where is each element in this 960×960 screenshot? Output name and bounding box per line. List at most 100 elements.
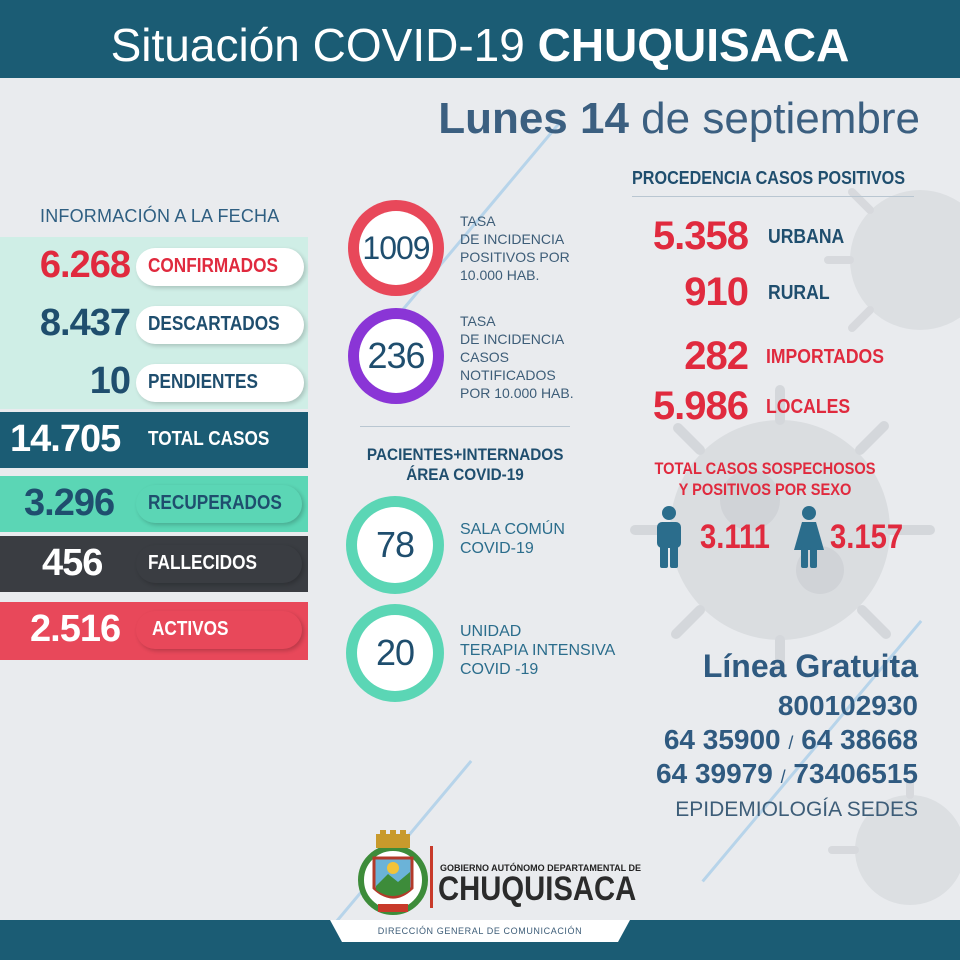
- logo-divider: [430, 846, 433, 908]
- divider: [632, 196, 914, 197]
- confirmados-value: 6.268: [39, 244, 131, 286]
- linea-gratuita-title: Línea Gratuita: [702, 648, 918, 684]
- uti-ring: 20: [346, 604, 444, 702]
- info-heading: INFORMACIÓN A LA FECHA: [40, 206, 280, 226]
- heading-line: PACIENTES+INTERNADOS: [366, 445, 564, 464]
- stat-recuperados: 3.296 RECUPERADOS: [0, 476, 308, 532]
- procedencia-rural: 910 RURAL: [600, 270, 920, 316]
- phone-separator: /: [780, 767, 786, 787]
- stat-total: 14.705 TOTAL CASOS: [0, 412, 308, 468]
- text-line: POR 10.000 HAB.: [460, 385, 574, 401]
- text-line: TERAPIA INTENSIVA: [460, 642, 616, 659]
- importados-label: IMPORTADOS: [766, 346, 884, 368]
- text-line: DE INCIDENCIA: [460, 331, 565, 347]
- phone-line-2: 64 35900 / 64 38668: [664, 724, 918, 756]
- stat-confirmados: 6.268 CONFIRMADOS: [0, 244, 308, 294]
- title-region: CHUQUISACA: [537, 19, 850, 71]
- tasa-notificados-text: TASA DE INCIDENCIA CASOS NOTIFICADOS POR…: [460, 312, 574, 402]
- descartados-label: DESCARTADOS: [148, 313, 280, 335]
- text-line: TASA: [460, 313, 496, 329]
- text-line: UNIDAD: [460, 623, 522, 640]
- label-pill: [136, 248, 304, 286]
- label-pill: [136, 611, 302, 649]
- virus-illustration: [630, 385, 935, 677]
- importados-value: 282: [684, 334, 749, 378]
- recuperados-label: RECUPERADOS: [148, 492, 282, 514]
- confirmados-label: CONFIRMADOS: [148, 255, 278, 277]
- pendientes-value: 10: [89, 360, 131, 402]
- rural-value: 910: [684, 270, 749, 314]
- procedencia-locales: 5.986 LOCALES: [600, 384, 920, 430]
- stat-fallecidos: 456 FALLECIDOS: [0, 536, 308, 592]
- hombres-count: 3.111: [700, 518, 770, 556]
- phone-number: 64 38668: [801, 724, 918, 755]
- uti-text: UNIDAD TERAPIA INTENSIVA COVID -19: [460, 622, 615, 679]
- text-line: 10.000 HAB.: [460, 267, 540, 283]
- coat-of-arms-logo: [358, 830, 428, 915]
- tasa-positivos-text: TASA DE INCIDENCIA POSITIVOS POR 10.000 …: [460, 212, 570, 284]
- stat-pendientes: 10 PENDIENTES: [0, 360, 308, 410]
- female-icon: [794, 506, 824, 568]
- phone-line-3: 64 39979 / 73406515: [656, 758, 918, 790]
- procedencia-importados: 282 IMPORTADOS: [600, 334, 920, 380]
- sala-comun-value: 78: [357, 507, 433, 583]
- direccion-label: DIRECCIÓN GENERAL DE COMUNICACIÓN: [377, 926, 583, 936]
- tasa-notificados-ring: 236: [348, 308, 444, 404]
- rural-label: RURAL: [768, 282, 830, 304]
- tasa-notificados-value: 236: [359, 319, 433, 393]
- chuquisaca-wordmark: CHUQUISACA: [438, 870, 637, 908]
- phone-toll-free: 800102930: [777, 690, 918, 721]
- heading-line: ÁREA COVID-19: [406, 465, 524, 484]
- urbana-label: URBANA: [768, 226, 845, 248]
- text-line: POSITIVOS POR: [460, 249, 570, 265]
- gobierno-label: GOBIERNO AUTÓNOMO DEPARTAMENTAL DE: [440, 863, 641, 873]
- divider: [360, 426, 570, 427]
- procedencia-heading: PROCEDENCIA CASOS POSITIVOS: [632, 168, 906, 188]
- sexo-heading: TOTAL CASOS SOSPECHOSOS Y POSITIVOS POR …: [623, 458, 907, 500]
- activos-label: ACTIVOS: [152, 618, 229, 640]
- phone-number: 64 39979: [656, 758, 773, 789]
- male-icon: [657, 506, 681, 568]
- text-line: SALA COMÚN: [460, 521, 565, 538]
- footer-tab: [330, 920, 630, 942]
- label-pill: [136, 545, 302, 583]
- descartados-value: 8.437: [39, 302, 131, 344]
- procedencia-urbana: 5.358 URBANA: [600, 214, 920, 260]
- phone-separator: /: [788, 733, 794, 753]
- label-pill: [136, 485, 302, 523]
- mujeres-count: 3.157: [830, 518, 904, 556]
- text-line: NOTIFICADOS: [460, 367, 556, 383]
- tasa-positivos-ring: 1009: [348, 200, 444, 296]
- text-line: COVID-19: [460, 540, 534, 557]
- virus-illustration: [824, 188, 960, 332]
- virus-illustration: [828, 780, 960, 905]
- phone-number: 64 35900: [663, 724, 781, 755]
- title-light: Situación COVID-19: [110, 19, 525, 71]
- tasa-positivos-value: 1009: [359, 211, 433, 285]
- fallecidos-label: FALLECIDOS: [148, 552, 257, 574]
- date-day: Lunes 14: [438, 94, 629, 143]
- label-pill: [136, 364, 304, 402]
- stat-descartados: 8.437 DESCARTADOS: [0, 302, 308, 352]
- recuperados-value: 3.296: [24, 482, 115, 524]
- fallecidos-value: 456: [42, 542, 103, 584]
- phone-number: 73406515: [793, 758, 918, 789]
- label-pill: [136, 306, 304, 344]
- total-label: TOTAL CASOS: [148, 428, 270, 450]
- heading-line: Y POSITIVOS POR SEXO: [678, 480, 852, 499]
- activos-value: 2.516: [30, 608, 121, 650]
- text-line: TASA: [460, 213, 496, 229]
- pendientes-label: PENDIENTES: [148, 371, 258, 393]
- stat-activos: 2.516 ACTIVOS: [0, 602, 308, 660]
- uti-value: 20: [357, 615, 433, 691]
- locales-value: 5.986: [652, 384, 749, 428]
- text-line: COVID -19: [460, 661, 539, 678]
- locales-label: LOCALES: [766, 396, 851, 418]
- header-band: [0, 0, 960, 78]
- total-value: 14.705: [10, 418, 121, 460]
- date-month: de septiembre: [641, 94, 920, 143]
- report-date: Lunes 14 de septiembre: [438, 94, 920, 144]
- urbana-value: 5.358: [652, 214, 749, 258]
- heading-line: TOTAL CASOS SOSPECHOSOS: [654, 459, 876, 478]
- sala-comun-text: SALA COMÚN COVID-19: [460, 520, 565, 558]
